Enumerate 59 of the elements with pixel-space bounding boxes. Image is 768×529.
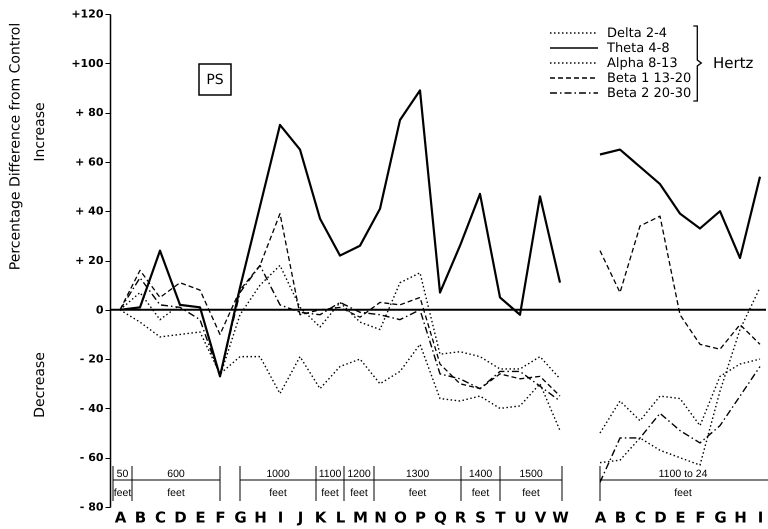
x-tick-label: J <box>296 508 304 526</box>
x-tick-label: H <box>734 508 747 526</box>
annotation: PS <box>206 72 224 88</box>
x-tick-label: B <box>134 508 146 526</box>
x-tick-label: K <box>314 508 328 526</box>
legend-label: Beta 1 13-20 <box>607 71 692 86</box>
legend-label: Delta 2-4 <box>607 26 668 41</box>
x-tick-label: D <box>654 508 667 526</box>
y-tick-label: + 80 <box>75 106 104 120</box>
y-tick-label: + 40 <box>75 204 104 218</box>
x-tick-label: N <box>374 508 387 526</box>
x-tick-label: F <box>215 508 226 526</box>
y-tick-label: - 60 <box>80 451 104 464</box>
y-tick-label: - 80 <box>80 500 104 514</box>
x-tick-label: E <box>195 508 206 526</box>
x-tick-label: T <box>495 508 506 526</box>
text: 1500 feet <box>519 468 543 499</box>
text: Decrease <box>32 352 48 418</box>
legend-title: Hertz <box>713 54 754 72</box>
text: 1300 feet <box>406 468 430 499</box>
legend-label: Alpha 8-13 <box>607 56 678 71</box>
x-tick-label: C <box>154 508 166 526</box>
y-axis-title: Percentage Difference from Control <box>8 22 24 270</box>
x-tick-label: I <box>278 508 284 526</box>
x-tick-label: I <box>758 508 764 526</box>
legend-label: Theta 4-8 <box>606 41 670 56</box>
x-tick-label: Q <box>434 508 447 526</box>
x-tick-label: A <box>114 508 127 526</box>
x-tick-label: W <box>552 508 570 526</box>
x-tick-label: D <box>174 508 187 526</box>
text: 1100 to 24 feet <box>658 468 708 499</box>
x-tick-label: O <box>394 508 407 526</box>
y-tick-label: +100 <box>71 56 104 70</box>
y-tick-label: +120 <box>71 8 104 20</box>
x-tick-label: S <box>475 508 486 526</box>
x-tick-label: U <box>514 508 527 526</box>
y-tick-label: + 20 <box>75 254 104 267</box>
y-tick-label: - 20 <box>80 352 104 366</box>
x-tick-label: C <box>634 508 646 526</box>
x-tick-label: R <box>454 508 467 526</box>
x-tick-label: G <box>234 508 247 526</box>
text: 1400 feet <box>468 468 492 499</box>
y-tick-label: 0 <box>96 303 104 316</box>
x-tick-label: B <box>614 508 626 526</box>
x-tick-label: H <box>254 508 267 526</box>
y-tick-label: + 60 <box>75 155 104 168</box>
text: 600 feet <box>167 468 185 499</box>
text: 1000 feet <box>266 468 290 499</box>
y-tick-label: - 40 <box>80 402 104 415</box>
x-tick-label: M <box>353 508 368 526</box>
x-tick-label: L <box>336 508 346 526</box>
x-tick-label: V <box>534 508 547 526</box>
x-tick-label: G <box>714 508 727 526</box>
x-tick-label: A <box>594 508 607 526</box>
x-tick-label: E <box>675 508 686 526</box>
text: Increase <box>32 102 48 162</box>
x-tick-label: P <box>415 508 426 526</box>
x-tick-label: F <box>695 508 706 526</box>
legend-label: Beta 2 20-30 <box>607 86 692 101</box>
